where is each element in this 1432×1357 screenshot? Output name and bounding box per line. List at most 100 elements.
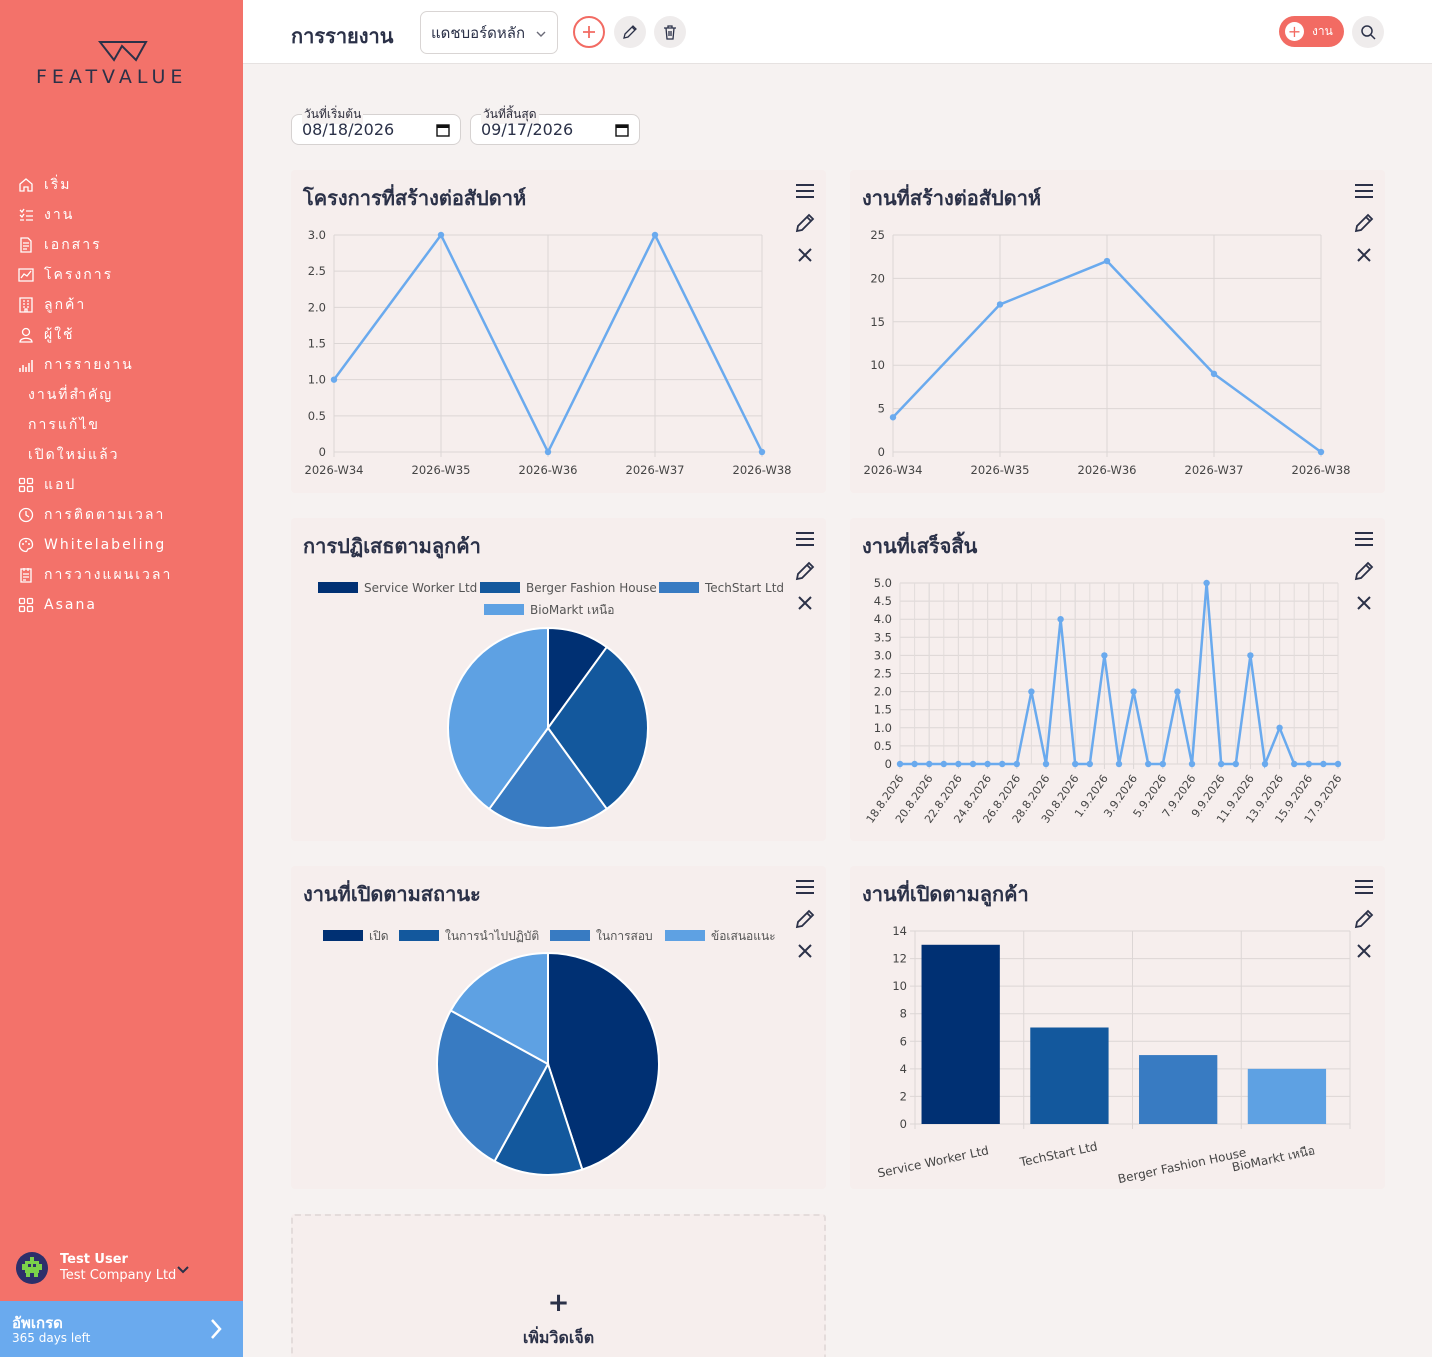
data-point (1072, 760, 1079, 768)
bar (921, 944, 1000, 1124)
menu-icon[interactable] (794, 528, 816, 550)
legend-label: ข้อเสนอแนะ (711, 929, 776, 943)
widget-actions (1353, 876, 1375, 972)
y-tick-label: 0 (885, 757, 892, 771)
sidebar-item-reopened[interactable]: เปิดใหม่แล้ว (0, 440, 243, 470)
sidebar-item-asana[interactable]: Asana (0, 590, 243, 620)
add-widget-button[interactable]: + เพิ่มวิดเจ็ต (291, 1214, 826, 1357)
sidebar-item-reports[interactable]: การรายงาน (0, 350, 243, 380)
y-tick-label: 1.5 (874, 703, 892, 717)
x-tick-label: 2026-W37 (626, 463, 685, 477)
sidebar-item-revisions[interactable]: การแก้ไข (0, 410, 243, 440)
pencil-icon[interactable] (794, 212, 816, 234)
data-point (1276, 724, 1283, 731)
dashboard-select[interactable]: แดชบอร์ดหลัก (420, 11, 558, 54)
top-bar: การรายงาน แดชบอร์ดหลัก + งาน (243, 0, 1432, 64)
menu-icon[interactable] (1353, 876, 1375, 898)
close-icon[interactable] (794, 940, 816, 962)
x-tick-label: TechStart Ltd (1018, 1139, 1099, 1169)
asana-icon (17, 596, 35, 614)
data-point (1218, 760, 1225, 768)
widget-rejections-by-customer: Service Worker Ltd Berger Fashion House Te… (291, 518, 826, 841)
apps-icon (17, 476, 35, 494)
sidebar-item-label: ลูกค้า (44, 297, 87, 313)
sidebar-item-label: ผู้ใช้ (44, 327, 75, 343)
legend-swatch (665, 930, 705, 941)
trash-icon (664, 25, 676, 40)
menu-icon[interactable] (1353, 180, 1375, 202)
pencil-icon[interactable] (794, 908, 816, 930)
y-tick-label: 2.5 (874, 667, 892, 681)
sidebar-item-projects[interactable]: โครงการ (0, 260, 243, 290)
data-point (969, 760, 977, 768)
sidebar-item-users[interactable]: ผู้ใช้ (0, 320, 243, 350)
chevron-down-icon[interactable] (176, 1260, 190, 1279)
y-tick-label: 20 (870, 271, 885, 285)
home-icon (17, 176, 35, 194)
y-tick-label: 25 (870, 228, 885, 242)
menu-icon[interactable] (794, 876, 816, 898)
pencil-icon[interactable] (1353, 212, 1375, 234)
close-icon[interactable] (794, 244, 816, 266)
end-date-field[interactable]: วันที่สิ้นสุด 09/17/2026 (470, 105, 640, 145)
sidebar-item-label: เอกสาร (44, 237, 102, 253)
sidebar-item-label: งาน (44, 207, 75, 223)
close-icon[interactable] (1353, 940, 1375, 962)
start-date-label: วันที่เริ่มต้น (302, 105, 364, 124)
pencil-icon[interactable] (1353, 560, 1375, 582)
menu-icon[interactable] (1353, 528, 1375, 550)
sidebar-item-label: การรายงาน (44, 357, 134, 373)
calendar-icon[interactable] (615, 122, 629, 141)
legend-swatch (399, 930, 439, 941)
y-tick-label: 3.0 (308, 228, 326, 242)
close-icon[interactable] (1353, 244, 1375, 266)
edit-dashboard-button[interactable] (614, 16, 646, 48)
user-icon (17, 326, 35, 344)
data-point (1247, 652, 1254, 659)
close-icon[interactable] (794, 592, 816, 614)
sidebar-item-customers[interactable]: ลูกค้า (0, 290, 243, 320)
legend-label: BioMarkt เหนือ (530, 603, 614, 617)
customers-icon (17, 296, 35, 314)
menu-icon[interactable] (794, 180, 816, 202)
sidebar-item-time-tracking[interactable]: การติดตามเวลา (0, 500, 243, 530)
end-date-label: วันที่สิ้นสุด (481, 105, 539, 124)
data-point (1103, 257, 1111, 265)
close-icon[interactable] (1353, 592, 1375, 614)
sidebar-item-documents[interactable]: เอกสาร (0, 230, 243, 260)
data-point (437, 231, 445, 239)
upgrade-button[interactable]: อัพเกรด 365 days left (0, 1301, 243, 1357)
pencil-icon[interactable] (1353, 908, 1375, 930)
new-task-label: งาน (1312, 24, 1333, 38)
sidebar-item-important-tasks[interactable]: งานที่สำคัญ (0, 380, 243, 410)
sidebar-item-tasks[interactable]: งาน (0, 200, 243, 230)
time-tracking-icon (17, 506, 35, 524)
user-menu[interactable]: Test User Test Company Ltd (16, 1250, 226, 1290)
new-task-button[interactable]: + งาน (1279, 16, 1344, 47)
sidebar-item-planning[interactable]: การวางแผนเวลา (0, 560, 243, 590)
widget-actions (794, 528, 816, 624)
start-date-field[interactable]: วันที่เริ่มต้น 08/18/2026 (291, 105, 461, 145)
bar (1247, 1068, 1327, 1124)
sidebar-item-home[interactable]: เริ่ม (0, 170, 243, 200)
widget-open-tasks-by-status: เปิด ในการนำไปปฏิบัติ ในการสอบ ข้อเสนอแนะ ง… (291, 866, 826, 1189)
sidebar-item-whitelabeling[interactable]: Whitelabeling (0, 530, 243, 560)
data-point (1101, 652, 1108, 659)
projects-icon (17, 266, 35, 284)
search-button[interactable] (1352, 16, 1384, 48)
line-chart: 0 5 10 15 20 25 2026-W34 2026-W35 2026-W36 2026-W… (864, 228, 1351, 477)
add-dashboard-button[interactable] (573, 16, 605, 48)
avatar (16, 1252, 48, 1284)
sidebar-item-apps[interactable]: แอป (0, 470, 243, 500)
sidebar-item-label: การวางแผนเวลา (44, 567, 173, 583)
calendar-icon[interactable] (436, 122, 450, 141)
legend-label: Service Worker Ltd (364, 581, 477, 595)
logo[interactable]: FEATVALUE (36, 40, 211, 90)
delete-dashboard-button[interactable] (654, 16, 686, 48)
data-point (1232, 760, 1239, 768)
widget-title: งานที่เปิดตามสถานะ (303, 882, 481, 906)
y-tick-label: 0.5 (308, 409, 326, 423)
pencil-icon[interactable] (794, 560, 816, 582)
chevron-down-icon (535, 26, 547, 44)
y-tick-label: 2.0 (874, 685, 892, 699)
